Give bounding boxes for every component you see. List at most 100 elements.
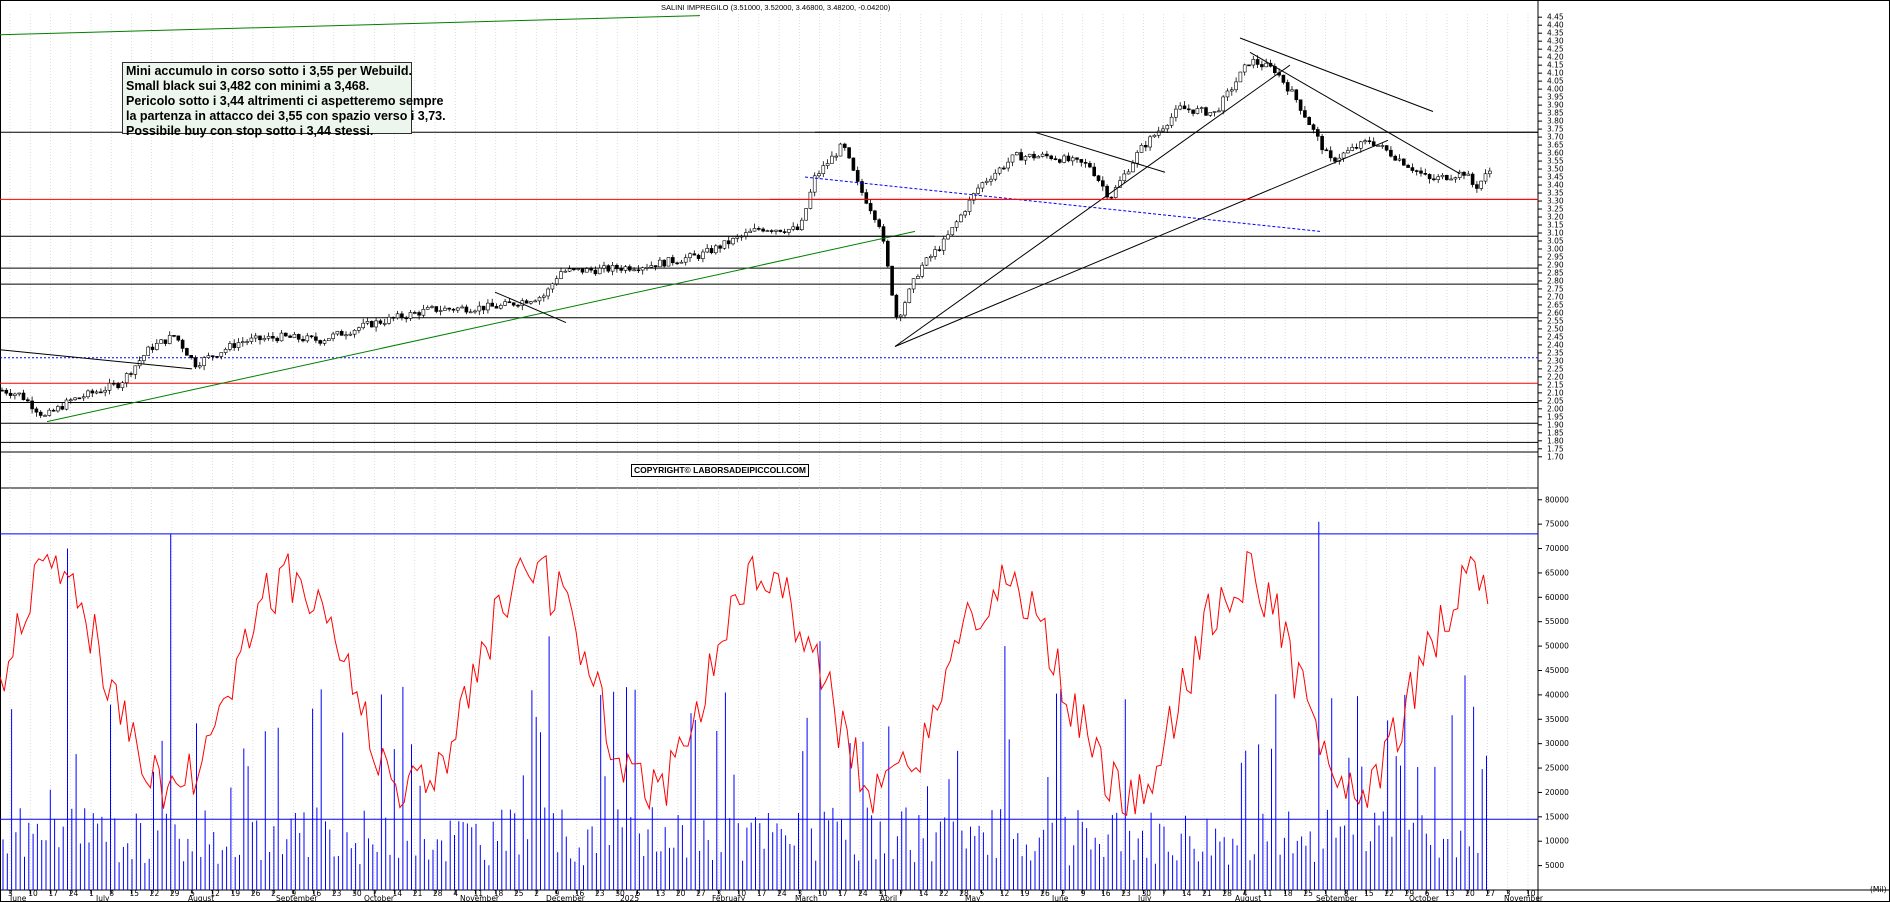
price-tick-label: 4.05 xyxy=(1547,77,1564,86)
date-tick-label: 24 xyxy=(858,889,868,898)
candle-body xyxy=(1363,140,1367,143)
candle-body xyxy=(60,406,65,410)
candle-body xyxy=(1014,152,1019,156)
candle-body xyxy=(1350,147,1354,151)
date-tick-label: 18 xyxy=(1283,889,1293,898)
date-tick-label: 17 xyxy=(757,889,767,898)
volume-tick-label: 30000 xyxy=(1545,739,1569,748)
candle-body xyxy=(1148,136,1152,148)
candle-body xyxy=(369,321,374,328)
candle-body xyxy=(129,373,133,375)
candle-body xyxy=(400,313,404,319)
candle-body xyxy=(1225,90,1230,98)
candle-body xyxy=(1389,149,1393,157)
candle-body xyxy=(1410,167,1415,171)
date-tick-label: 12 xyxy=(210,889,220,898)
month-label: August xyxy=(1235,894,1261,902)
candle-body xyxy=(752,228,757,232)
candle-body xyxy=(283,332,288,337)
date-tick-label: 11 xyxy=(1263,889,1273,898)
candle-body xyxy=(335,331,340,335)
candle-body xyxy=(1212,111,1217,113)
trend-line xyxy=(1249,51,1461,175)
candle-body xyxy=(701,251,705,259)
candle-body xyxy=(1191,109,1195,114)
candle-body xyxy=(623,266,628,271)
price-tick-label: 2.45 xyxy=(1547,332,1564,341)
candle-body xyxy=(963,211,968,216)
date-tick-label: 10 xyxy=(1526,889,1536,898)
candle-body xyxy=(989,178,993,182)
candle-body xyxy=(735,236,740,239)
price-tick-label: 3.25 xyxy=(1547,205,1564,214)
month-label: August xyxy=(188,894,214,902)
price-tick-label: 3.00 xyxy=(1547,244,1564,253)
candle-body xyxy=(322,340,327,344)
candle-body xyxy=(1359,141,1363,149)
candle-body xyxy=(507,301,512,304)
price-tick-label: 3.30 xyxy=(1547,197,1564,206)
date-tick-label: 22 xyxy=(1384,889,1394,898)
date-tick-label: 26 xyxy=(1040,889,1050,898)
candle-body xyxy=(1221,96,1225,112)
volume-tick-label: 5000 xyxy=(1545,861,1564,870)
date-tick-label: 3 xyxy=(1506,889,1511,898)
candle-body xyxy=(451,308,456,311)
candle-body xyxy=(1122,173,1127,182)
candle-body xyxy=(318,340,323,344)
candle-body xyxy=(709,248,714,254)
date-tick-label: 28 xyxy=(433,889,443,898)
candle-body xyxy=(38,411,43,416)
price-tick-label: 3.85 xyxy=(1547,109,1564,118)
month-label: July xyxy=(95,894,110,902)
candle-body xyxy=(516,304,520,307)
candle-body xyxy=(262,338,267,341)
candle-body xyxy=(619,268,624,271)
candle-body xyxy=(860,181,864,193)
date-tick-label: 22 xyxy=(939,889,949,898)
candle-body xyxy=(541,295,546,298)
date-tick-label: 10 xyxy=(818,889,828,898)
price-tick-label: 1.75 xyxy=(1547,444,1564,453)
candle-body xyxy=(378,320,383,324)
candle-body xyxy=(911,278,916,290)
candle-body xyxy=(408,312,413,319)
candle-body xyxy=(1475,184,1479,189)
candle-body xyxy=(1144,144,1148,148)
candle-body xyxy=(524,300,529,304)
candle-body xyxy=(1096,175,1101,181)
candle-body xyxy=(1247,64,1251,67)
trend-line xyxy=(894,64,1291,347)
price-tick-label: 2.15 xyxy=(1547,380,1564,389)
price-tick-label: 2.60 xyxy=(1547,308,1564,317)
candle-body xyxy=(713,245,718,254)
candle-body xyxy=(1156,130,1161,136)
candle-body xyxy=(597,267,602,275)
candle-body xyxy=(653,265,658,268)
trend-line xyxy=(494,291,567,323)
price-tick-label: 2.05 xyxy=(1547,396,1564,405)
date-tick-label: 30 xyxy=(352,889,362,898)
candle-body xyxy=(210,355,215,357)
candle-body xyxy=(425,307,430,310)
candle-body xyxy=(692,253,697,256)
candle-body xyxy=(812,175,817,193)
candle-body xyxy=(1178,105,1182,110)
candle-body xyxy=(490,302,495,307)
candle-body xyxy=(666,257,671,267)
candle-body xyxy=(851,157,856,171)
price-tick-label: 2.65 xyxy=(1547,300,1564,309)
note-line: Small black sui 3,482 con minimi a 3,468… xyxy=(126,79,370,93)
price-tick-label: 2.85 xyxy=(1547,268,1564,277)
candle-body xyxy=(185,348,189,356)
candle-body xyxy=(842,143,847,148)
volume-tick-label: 45000 xyxy=(1545,666,1569,675)
candle-body xyxy=(361,322,366,329)
date-tick-label: 17 xyxy=(48,889,58,898)
volume-tick-label: 15000 xyxy=(1545,812,1569,821)
price-tick-label: 3.50 xyxy=(1547,165,1564,174)
candle-body xyxy=(494,306,499,309)
date-tick-label: 23 xyxy=(1121,889,1131,898)
candle-body xyxy=(894,294,899,318)
candle-body xyxy=(920,264,925,277)
